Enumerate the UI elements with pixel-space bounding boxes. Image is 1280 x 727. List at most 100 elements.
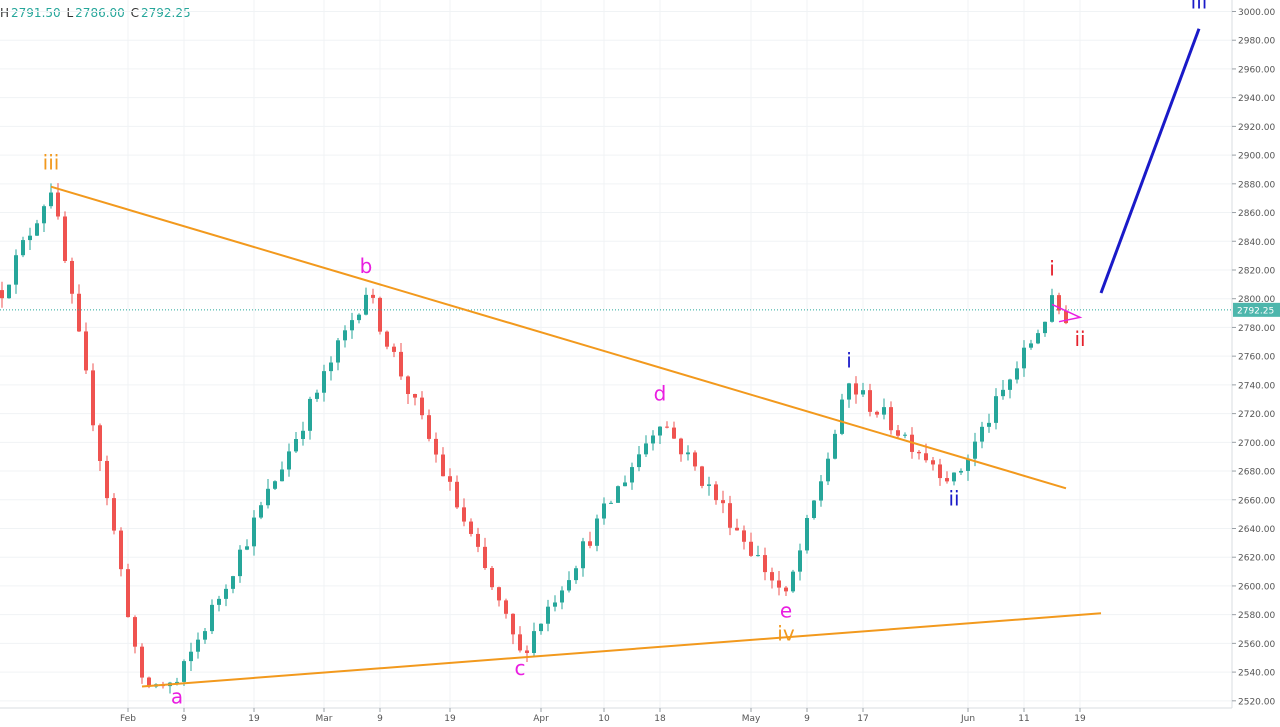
candle-body (203, 631, 207, 640)
price-tick-label: 2560.00 (1238, 640, 1275, 650)
time-tick-label: 9 (804, 714, 810, 724)
candle-body (812, 500, 816, 519)
time-tick-label: May (742, 714, 761, 724)
candle-body (1043, 321, 1047, 334)
candle-body (973, 441, 977, 459)
candle-body (98, 425, 102, 461)
candle-body (791, 571, 795, 592)
last-price-tag (1233, 302, 1280, 317)
candle-body (917, 451, 921, 454)
candle-body (140, 646, 144, 678)
price-tick-label: 2980.00 (1238, 37, 1275, 47)
candle-body (147, 677, 151, 687)
price-tick-label: 2520.00 (1238, 697, 1275, 707)
candle-body (231, 576, 235, 589)
candle-body (350, 320, 354, 331)
candle-body (35, 223, 39, 236)
candle-body (434, 438, 438, 455)
time-tick-label: 17 (857, 714, 868, 724)
candle-body (679, 438, 683, 455)
time-tick-label: 10 (598, 714, 610, 724)
candle-body (952, 472, 956, 482)
candle-body (483, 546, 487, 569)
wave-label: d (654, 382, 667, 406)
candle-body (966, 458, 970, 471)
time-axis: Feb 9 19 Mar 9 19 Apr 10 18 May 9 17 Jun 11 19 (0, 707, 1232, 724)
time-tick-label: 11 (1018, 714, 1029, 724)
candle-body (49, 192, 53, 207)
low-value: 2786.00 (75, 6, 125, 20)
candle-body (455, 481, 459, 508)
time-tick-label: Feb (120, 714, 136, 724)
candle-body (721, 500, 725, 504)
candle-body (1008, 379, 1012, 390)
candle-body (609, 502, 613, 504)
candle-body (63, 216, 67, 261)
price-tick-label: 2960.00 (1238, 65, 1275, 75)
price-tick-label: 2900.00 (1238, 152, 1275, 162)
candle-body (1029, 343, 1033, 348)
time-tick-label: Apr (533, 714, 549, 724)
price-tick-label: 2940.00 (1238, 94, 1275, 104)
time-tick-label: Jun (960, 714, 975, 724)
price-tick-label: 2920.00 (1238, 123, 1275, 133)
candle-body (14, 255, 18, 285)
candle-body (553, 602, 557, 607)
candle-body (406, 376, 410, 395)
price-tick-label: 2760.00 (1238, 353, 1275, 363)
candle-body (1022, 347, 1026, 369)
price-tick-label: 2580.00 (1238, 611, 1275, 621)
candle-body (714, 484, 718, 501)
candle-body (539, 623, 543, 632)
candle-body (987, 422, 991, 427)
candle-body (693, 452, 697, 467)
wave-label: iv (777, 622, 795, 646)
low-label: L (66, 6, 74, 20)
candle-body (798, 550, 802, 572)
candle-body (490, 568, 494, 588)
wave-label: a (171, 685, 183, 709)
candle-body (385, 331, 389, 347)
candle-body (1064, 310, 1068, 324)
candle-body (903, 434, 907, 436)
orange-trendline (50, 185, 1067, 490)
candle-body (595, 518, 599, 546)
candle-body (889, 407, 893, 431)
candle-body (112, 498, 116, 531)
candle-body (742, 530, 746, 542)
candle-body (805, 518, 809, 551)
candle-body (77, 293, 81, 332)
candle-body (616, 486, 620, 503)
candle-body (252, 517, 256, 547)
price-tick-label: 2820.00 (1238, 266, 1275, 276)
candle-body (658, 426, 662, 436)
candle-body (259, 505, 263, 518)
candle-body (119, 530, 123, 570)
candle-body (427, 415, 431, 439)
candle-body (7, 284, 11, 299)
time-tick-label: 9 (377, 714, 383, 724)
candle-body (105, 460, 109, 499)
candle-body (378, 297, 382, 332)
candle-body (546, 606, 550, 624)
candle-body (630, 467, 634, 483)
candle-body (602, 503, 606, 519)
candle-body (735, 527, 739, 531)
candle-body (868, 390, 872, 412)
candle-body (623, 482, 627, 487)
wave-label: iii (43, 150, 60, 174)
candle-body (882, 407, 886, 415)
price-tick-label: 3000.00 (1238, 8, 1275, 18)
time-tick-label: 18 (654, 714, 666, 724)
candle-body (133, 617, 137, 647)
candle-body (1015, 368, 1019, 380)
price-tick-label: 2540.00 (1238, 669, 1275, 679)
wave-label: i (1049, 257, 1055, 281)
price-tick-label: 2660.00 (1238, 496, 1275, 506)
close-value: 2792.25 (141, 6, 191, 20)
candle-body (833, 433, 837, 459)
price-tick-label: 2700.00 (1238, 439, 1275, 449)
candle-body (574, 568, 578, 581)
candle-body (70, 260, 74, 294)
